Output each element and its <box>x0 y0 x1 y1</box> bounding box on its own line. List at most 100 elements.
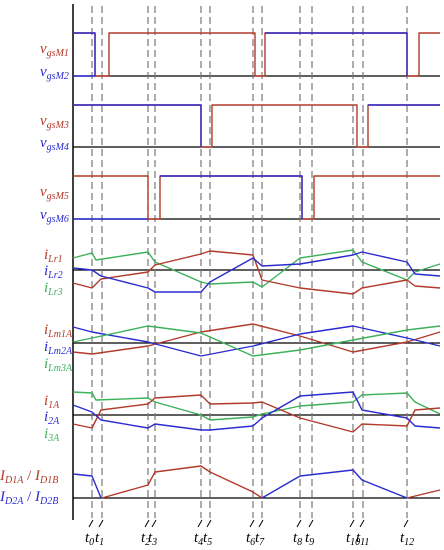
label-sub: Lm3A <box>48 363 73 374</box>
label-gs56-1: vgsM6 <box>40 208 69 227</box>
label-base: i <box>44 280 49 296</box>
time-tick-12 <box>403 519 409 528</box>
label-sub: D2A <box>5 496 24 507</box>
time-label-base: t <box>141 530 146 546</box>
time-label-4: t4 <box>194 531 203 550</box>
time-label-base: t <box>400 530 405 546</box>
time-label-sub: 7 <box>259 537 265 548</box>
time-label-base: t <box>148 530 153 546</box>
time-label-base: t <box>95 530 100 546</box>
time-label-base: t <box>246 530 251 546</box>
time-label-12: t12 <box>400 531 414 550</box>
label-gs56-0: vgsM5 <box>40 185 69 204</box>
vgsM5-trace <box>73 175 440 220</box>
label-base: I <box>0 489 5 505</box>
label-sub2: D2B <box>40 496 59 507</box>
label-sub: gsM5 <box>46 191 69 202</box>
vgsM6-trace-a <box>160 175 303 219</box>
label-sub: gsM4 <box>46 142 69 153</box>
time-label-base: t <box>255 530 260 546</box>
ID1A-trace-b <box>406 489 441 499</box>
time-tick-0 <box>88 519 94 528</box>
label-base: I <box>0 468 5 484</box>
label-base: v <box>40 64 47 80</box>
time-tick-7 <box>258 519 264 528</box>
time-tick-5 <box>206 519 212 528</box>
time-label-sub: 12 <box>404 537 415 548</box>
label-id-0: ID1A / ID1B <box>0 468 59 487</box>
time-label-sub: 0 <box>89 537 95 548</box>
time-label-base: t <box>346 530 351 546</box>
iLr2-trace <box>72 251 441 293</box>
label-sub: gsM3 <box>46 120 69 131</box>
label-base: i <box>44 393 49 409</box>
label-base: i <box>44 409 49 425</box>
time-label-sub: 10 <box>350 537 361 548</box>
label-ilm-0: iLm1A <box>44 323 72 342</box>
time-tick-2 <box>144 519 150 528</box>
time-label-sub: 8 <box>297 537 303 548</box>
time-tick-10 <box>349 519 355 528</box>
time-label-sub: 3 <box>152 537 158 548</box>
time-label-base: t <box>356 530 361 546</box>
vgsM2-trace-a <box>73 32 96 77</box>
time-tick-4 <box>197 519 203 528</box>
time-label-8: t8 <box>293 531 302 550</box>
label-gs12-1: vgsM2 <box>40 65 69 84</box>
label-iA-2: i3A <box>44 427 59 446</box>
time-label-5: t5 <box>203 531 212 550</box>
label-id-1: ID2A / ID2B <box>0 489 59 508</box>
i1A-trace <box>72 394 441 433</box>
label-base: v <box>40 135 47 151</box>
time-label-sub: 2 <box>145 537 151 548</box>
label-base: i <box>44 339 49 355</box>
time-tick-9 <box>308 519 314 528</box>
time-tick-1 <box>98 519 104 528</box>
time-label-sub: 6 <box>250 537 256 548</box>
label-gs34-0: vgsM3 <box>40 114 69 133</box>
label-sub: Lr1 <box>48 254 63 265</box>
time-label-6: t6 <box>246 531 255 550</box>
label-iA-1: i2A <box>44 410 59 429</box>
label-base: i <box>44 263 49 279</box>
label-sub: 2A <box>48 416 60 427</box>
iLr1-trace <box>72 250 441 295</box>
label-sub: gsM1 <box>46 48 69 59</box>
label-sub: D1A <box>5 475 24 486</box>
i2A-trace <box>72 391 441 431</box>
time-label-1: t1 <box>95 531 104 550</box>
time-label-7: t7 <box>255 531 264 550</box>
time-label-sub: 9 <box>309 537 315 548</box>
label-base: v <box>40 113 47 129</box>
label-base: v <box>40 184 47 200</box>
label-sub: Lm2A <box>48 346 73 357</box>
vgsM3-trace <box>73 104 440 148</box>
iLm3A-trace <box>72 325 441 357</box>
label-ilr-1: iLr2 <box>44 264 63 283</box>
label-iA-0: i1A <box>44 394 59 413</box>
label-ilm-2: iLm3A <box>44 357 72 376</box>
label-ilr-0: iLr1 <box>44 248 63 267</box>
ID2A-trace-a <box>72 473 102 499</box>
vgsM2-trace-c <box>265 32 408 76</box>
time-label-9: t9 <box>305 531 314 550</box>
label-sub: 1A <box>48 400 60 411</box>
vgsM4-trace-a <box>73 104 202 147</box>
label-sub: Lr3 <box>48 287 63 298</box>
time-label-3: t3 <box>148 531 157 550</box>
label-sub: gsM6 <box>46 214 69 225</box>
time-label-base: t <box>194 530 199 546</box>
label-sub: Lm1A <box>48 329 73 340</box>
time-label-base: t <box>203 530 208 546</box>
label-base: i <box>44 356 49 372</box>
time-label-11: t11 <box>356 531 369 550</box>
label-sub: Lr2 <box>48 270 63 281</box>
label-base2: I <box>35 489 41 505</box>
label-gs34-1: vgsM4 <box>40 136 69 155</box>
time-tick-3 <box>151 519 157 528</box>
i3A-trace <box>72 391 441 421</box>
label-base: i <box>44 247 49 263</box>
time-label-base: t <box>305 530 310 546</box>
